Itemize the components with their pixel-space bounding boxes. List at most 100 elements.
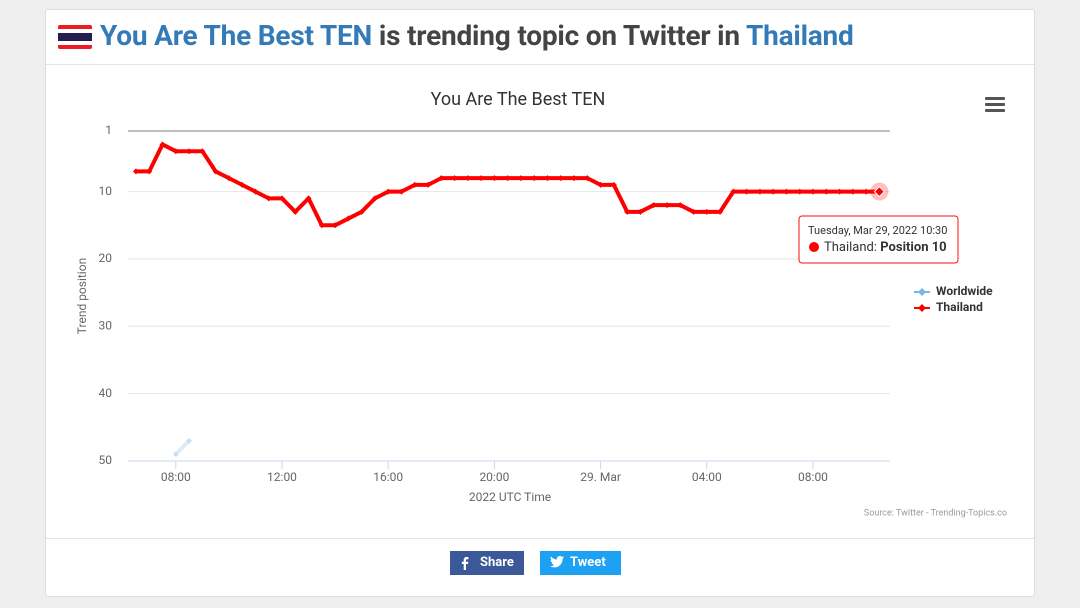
y-tick-label: 50 [99, 453, 113, 467]
point-marker [186, 148, 193, 155]
point-marker [239, 181, 246, 188]
credit: Source: Twitter - Trending-Topics.co [864, 508, 1007, 518]
point-marker [371, 195, 378, 202]
share-button[interactable]: Share [450, 551, 524, 575]
point-marker [743, 188, 750, 195]
point-marker [464, 175, 471, 182]
tweet-label: Tweet [570, 555, 606, 570]
x-axis-title: 2022 UTC Time [469, 490, 551, 504]
y-axis-title: Trend position [75, 258, 89, 334]
twitter-icon [550, 556, 564, 568]
point-marker [610, 181, 617, 188]
point-marker [451, 175, 458, 182]
point-marker [132, 168, 139, 175]
point-marker [385, 188, 392, 195]
country-link[interactable]: Thailand [745, 19, 854, 52]
divider [46, 538, 1034, 539]
point-marker [796, 188, 803, 195]
x-tick-label: 08:00 [798, 470, 828, 484]
series-line [133, 142, 882, 228]
y-tick-label: 1 [105, 123, 112, 137]
tooltip: Tuesday, Mar 29, 2022 10:30 Thailand: Pos… [798, 215, 959, 264]
y-tick-label: 40 [99, 386, 113, 400]
point-marker [411, 181, 418, 188]
point-marker [225, 175, 232, 182]
point-marker [159, 141, 166, 148]
x-tick-label: 04:00 [692, 470, 722, 484]
x-tick-label: 16:00 [373, 470, 403, 484]
menu-bar [985, 103, 1005, 106]
card: You Are The Best TEN is trending topic o… [45, 9, 1035, 597]
series-line [173, 438, 192, 457]
point-marker [863, 188, 870, 195]
tooltip-series: Thailand: [824, 240, 880, 255]
menu-bar [985, 109, 1005, 112]
point-marker [849, 188, 856, 195]
point-marker [318, 222, 325, 229]
y-tick-label: 20 [99, 251, 113, 265]
point-marker [810, 188, 817, 195]
point-marker [650, 202, 657, 209]
y-tick-label: 30 [99, 318, 113, 332]
tweet-button[interactable]: Tweet [540, 551, 621, 575]
tooltip-value: Thailand: Position 10 [824, 240, 947, 255]
x-tick-label: 20:00 [479, 470, 509, 484]
point-marker [663, 202, 670, 209]
chart-title: You Are The Best TEN [431, 89, 606, 110]
tooltip-position: Position 10 [880, 240, 946, 255]
point-marker [690, 208, 697, 215]
menu-button[interactable] [985, 97, 1005, 112]
point-marker [491, 175, 498, 182]
point-marker [478, 175, 485, 182]
point-marker [278, 195, 285, 202]
point-marker [703, 208, 710, 215]
y-tick-label: 10 [99, 184, 113, 198]
point-marker [186, 437, 193, 444]
point-marker [624, 208, 631, 215]
point-marker [531, 175, 538, 182]
point-marker [517, 175, 524, 182]
legend-marker [918, 288, 926, 296]
point-marker [571, 175, 578, 182]
point-marker [292, 208, 299, 215]
point-marker [438, 175, 445, 182]
point-marker [557, 175, 564, 182]
point-marker [597, 181, 604, 188]
point-marker [756, 188, 763, 195]
page-title: You Are The Best TEN is trending topic o… [100, 19, 854, 52]
menu-bar [985, 97, 1005, 100]
point-marker [717, 208, 724, 215]
point-marker [398, 188, 405, 195]
point-marker [823, 188, 830, 195]
point-marker [425, 181, 432, 188]
point-marker [265, 195, 272, 202]
point-marker [146, 168, 153, 175]
point-marker [172, 148, 179, 155]
x-tick-label: 08:00 [161, 470, 191, 484]
tooltip-dot [809, 242, 819, 252]
x-tick-label: 29. Mar [580, 470, 621, 484]
x-tick-label: 12:00 [267, 470, 297, 484]
point-marker [730, 188, 737, 195]
point-marker [358, 208, 365, 215]
point-marker [637, 208, 644, 215]
point-marker [770, 188, 777, 195]
point-marker [836, 188, 843, 195]
legend-marker [918, 304, 926, 312]
legend-label: Thailand [936, 300, 983, 314]
title-text: is trending topic on Twitter in [378, 19, 740, 52]
point-marker [584, 175, 591, 182]
facebook-icon [461, 557, 469, 570]
legend-label: Worldwide [936, 284, 993, 298]
point-marker [212, 168, 219, 175]
hover-marker [873, 185, 886, 198]
share-label: Share [480, 555, 514, 570]
point-marker [199, 148, 206, 155]
point-marker [544, 175, 551, 182]
point-marker [783, 188, 790, 195]
point-marker [305, 195, 312, 202]
flag-icon [58, 25, 92, 49]
topic-link[interactable]: You Are The Best TEN [100, 19, 373, 52]
point-marker [504, 175, 511, 182]
